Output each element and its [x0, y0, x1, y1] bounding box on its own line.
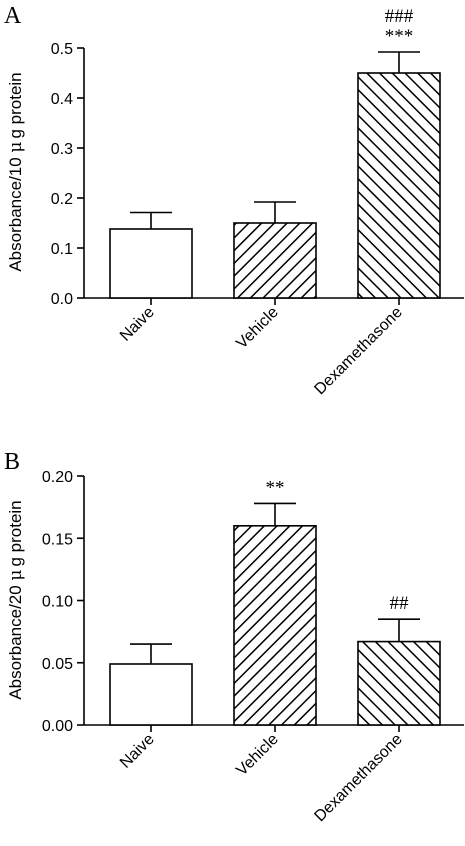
- significance-annotation: ***: [385, 26, 414, 47]
- x-category-label: Vehicle: [233, 731, 282, 780]
- bar: [233, 222, 317, 299]
- significance-annotation: ###: [385, 6, 414, 27]
- y-tick-label: 0.1: [51, 241, 73, 258]
- x-category-label: Naive: [117, 731, 158, 772]
- panel-label: B: [4, 449, 20, 475]
- x-category-label: Dexamethasone: [311, 304, 405, 398]
- bar: [233, 524, 317, 726]
- panel-label: A: [4, 3, 22, 29]
- bar: [357, 72, 441, 299]
- x-category-label: Dexamethasone: [311, 731, 405, 825]
- chart-panel-a: A Absorbance/10 μg protein 0.0 0.1 0.2 0.3 0…: [4, 3, 464, 398]
- y-axis-title: Absorbance/20 μg protein: [6, 500, 26, 699]
- y-tick-label: 0.0: [51, 291, 73, 308]
- y-tick-label: 0.20: [42, 469, 73, 486]
- chart-panel-b: B Absorbance/20 μg protein 0.00 0.05 0.10 0…: [4, 449, 464, 825]
- y-tick-label: 0.3: [51, 141, 73, 158]
- y-tick-label: 0.15: [42, 531, 73, 548]
- y-tick-label: 0.00: [42, 718, 73, 735]
- y-tick-label: 0.5: [51, 41, 73, 58]
- bar: [109, 228, 193, 299]
- y-tick-label: 0.4: [51, 91, 73, 108]
- bar: [357, 640, 441, 726]
- y-axis-title: Absorbance/10 μg protein: [6, 72, 26, 271]
- significance-annotation: **: [266, 477, 285, 498]
- y-tick-label: 0.10: [42, 594, 73, 611]
- significance-annotation: ##: [390, 593, 410, 614]
- y-tick-label: 0.05: [42, 656, 73, 673]
- y-tick-label: 0.2: [51, 191, 73, 208]
- x-category-label: Vehicle: [233, 304, 282, 353]
- x-category-label: Naive: [117, 304, 158, 345]
- bar: [109, 663, 193, 726]
